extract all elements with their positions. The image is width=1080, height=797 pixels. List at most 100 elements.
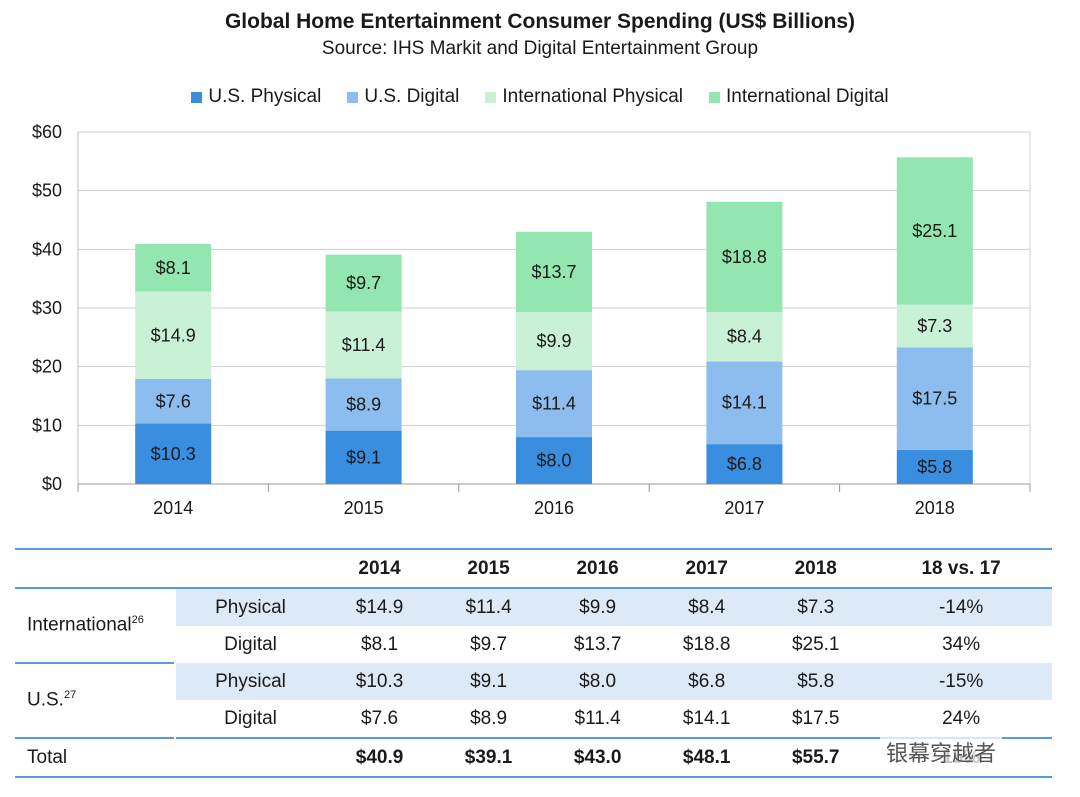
bar-segment xyxy=(706,444,783,484)
table-cell: $7.3 xyxy=(761,587,871,626)
bar-data-label: $11.4 xyxy=(532,394,576,414)
bar-segment xyxy=(706,361,783,445)
legend-swatch xyxy=(708,91,720,103)
bar-segment xyxy=(135,423,212,484)
x-tick-label: 2015 xyxy=(344,498,384,518)
table-header: 2017 xyxy=(652,548,762,588)
bar-segment xyxy=(135,378,212,424)
stacked-bar-chart: $0 $10 $20 $30 $40 $50 $60 2014 2015 2016 2017 2018… xyxy=(32,122,1031,518)
table-cell: $8.9 xyxy=(470,707,508,729)
bar-data-label: $9.7 xyxy=(346,273,381,293)
x-tick-label: 2016 xyxy=(534,498,574,518)
table-cell: -14% xyxy=(870,587,1052,626)
table-header: 2016 xyxy=(543,548,653,588)
bar-data-label: $8.9 xyxy=(346,395,381,415)
bar-segment xyxy=(516,437,592,484)
x-tick-label: 2017 xyxy=(724,498,764,518)
total-label: Total xyxy=(15,737,175,778)
legend-label: International Digital xyxy=(725,86,889,107)
bar-segment xyxy=(516,312,592,371)
table-cell: $8.0 xyxy=(543,663,653,700)
bar-data-label: $8.0 xyxy=(536,451,571,471)
table-cell: $9.9 xyxy=(543,587,653,626)
bar-segment xyxy=(896,347,973,450)
bar-data-label: $10.3 xyxy=(151,444,196,464)
legend-item-us-physical: U.S. Physical xyxy=(191,86,321,108)
table-cell: $8.4 xyxy=(652,587,762,626)
bar-data-label: $9.9 xyxy=(536,331,571,351)
legend-label: U.S. Digital xyxy=(364,86,460,107)
table-row: U.S.27 Physical $10.3 $9.1 $8.0 $6.8 $5.… xyxy=(15,662,1052,738)
table-cell: $13.7 xyxy=(573,633,622,655)
bar-data-label: $6.8 xyxy=(727,454,762,474)
table-header: 2018 xyxy=(761,548,871,588)
legend-item-international-physical: International Physical xyxy=(485,86,683,108)
group-label-international: International26 xyxy=(15,587,175,663)
bar-data-label: $7.6 xyxy=(156,391,191,411)
bar-segment xyxy=(325,311,402,379)
y-tick-label: $30 xyxy=(32,298,62,318)
bar-segment xyxy=(135,244,212,292)
table-row: International26 Physical $14.9 $11.4 $9.… xyxy=(15,587,1052,663)
x-tick-label: 2018 xyxy=(915,498,955,518)
table-cell: $9.1 xyxy=(434,663,544,700)
table-cell: $6.8 xyxy=(652,663,762,700)
row-label: Digital xyxy=(174,626,325,663)
table-cell: $17.5 xyxy=(791,707,840,729)
table-cell-empty xyxy=(175,737,325,778)
legend-swatch xyxy=(347,91,359,103)
x-tick-label: 2014 xyxy=(153,498,193,518)
table-cell: -15% xyxy=(870,663,1052,700)
bar-data-label: $7.3 xyxy=(917,316,952,336)
table-header-empty xyxy=(175,548,325,588)
table-cell: 34% xyxy=(942,633,981,655)
table-cell: $48.1 xyxy=(652,737,762,778)
table-row: Digital $8.1 $9.7 $13.7 $18.8 $25.1 34% xyxy=(15,626,1052,663)
bar-segment xyxy=(325,378,402,431)
bar-data-label: $17.5 xyxy=(912,389,957,409)
table-header-empty xyxy=(15,548,175,588)
table-cell: $11.4 xyxy=(434,587,544,626)
y-tick-label: $40 xyxy=(32,239,62,259)
table-cell: $9.7 xyxy=(470,633,508,655)
bar-segment xyxy=(706,312,783,362)
table-cell: $18.8 xyxy=(682,633,731,655)
bar-data-label: $11.4 xyxy=(342,335,386,355)
legend-item-us-digital: U.S. Digital xyxy=(347,86,459,108)
bar-segment xyxy=(135,291,212,379)
table-header: 18 vs. 17 xyxy=(870,548,1052,588)
legend-swatch xyxy=(191,91,203,103)
table-cell: $25.1 xyxy=(791,633,840,655)
bar-data-label: $8.4 xyxy=(727,327,762,347)
bar-data-label: $9.1 xyxy=(346,447,381,467)
row-label: Digital xyxy=(174,700,325,738)
bar-segment xyxy=(325,430,402,484)
chart-title: Global Home Entertainment Consumer Spend… xyxy=(224,10,856,33)
y-tick-label: $0 xyxy=(42,474,62,494)
table-cell: $39.1 xyxy=(434,737,544,778)
bar-segment xyxy=(896,157,973,305)
bar-data-label: $14.9 xyxy=(151,325,196,345)
bar-data-label: $8.1 xyxy=(156,258,191,278)
table-cell: $5.8 xyxy=(761,663,871,700)
legend-swatch xyxy=(485,91,497,103)
bar-segment xyxy=(516,370,592,438)
chart-legend: U.S. Physical U.S. Digital International… xyxy=(0,86,1080,108)
legend-label: U.S. Physical xyxy=(208,86,322,107)
row-label: Physical xyxy=(174,663,325,700)
y-tick-label: $10 xyxy=(32,415,62,435)
bar-segment xyxy=(896,304,973,348)
chart-subtitle: Source: IHS Markit and Digital Entertain… xyxy=(321,38,759,59)
bar-segment xyxy=(706,201,783,313)
bar-data-label: $18.8 xyxy=(722,247,767,267)
table-cell: $55.7 xyxy=(761,737,871,778)
y-tick-label: $20 xyxy=(32,357,62,377)
table-cell: $8.1 xyxy=(361,633,399,655)
y-tick-label: $50 xyxy=(32,181,62,201)
group-label-us: U.S.27 xyxy=(15,662,175,738)
y-tick-label: $60 xyxy=(32,122,62,142)
table-cell: $14.1 xyxy=(682,707,731,729)
table-cell: $11.4 xyxy=(574,707,621,729)
bar-data-label: $14.1 xyxy=(722,393,767,413)
bar-segment xyxy=(325,254,402,312)
